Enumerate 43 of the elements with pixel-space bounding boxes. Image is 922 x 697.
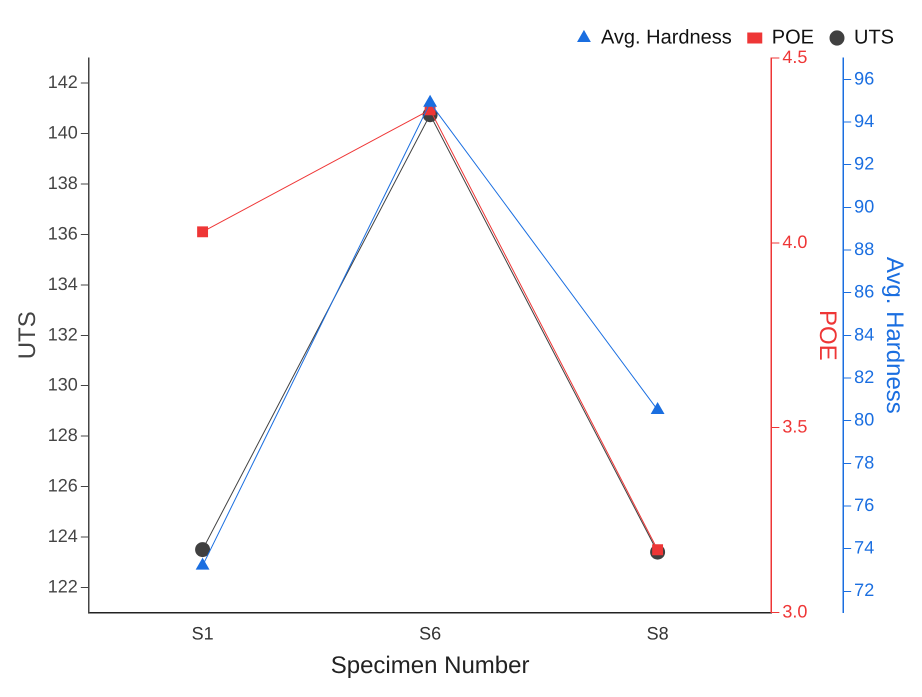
point xyxy=(197,226,208,238)
y2-tick-label: 3.5 xyxy=(782,416,808,437)
y-tick-label: 136 xyxy=(48,223,78,244)
x-tick-label: S8 xyxy=(646,623,669,644)
x-axis-title: Specimen Number xyxy=(330,652,530,680)
legend-label: Avg. Hardness xyxy=(600,26,732,49)
y3-tick-label: 80 xyxy=(854,410,874,430)
y-tick-label: 132 xyxy=(48,324,78,344)
y3-tick-label: 84 xyxy=(854,324,874,344)
y3-tick-label: 82 xyxy=(854,366,874,387)
y3-tick-label: 72 xyxy=(854,580,874,600)
x-tick-label: S1 xyxy=(192,623,214,644)
y-tick-label: 124 xyxy=(48,526,78,546)
y3-tick-label: 90 xyxy=(854,196,874,216)
y-tick-label: 126 xyxy=(48,476,78,496)
y3-tick-label: 86 xyxy=(854,282,874,302)
y3-tick-label: 96 xyxy=(854,68,874,88)
y-tick-label: 122 xyxy=(48,576,78,596)
y-tick-label: 130 xyxy=(48,374,78,395)
y-tick-label: 134 xyxy=(48,274,78,294)
y3-tick-label: 74 xyxy=(854,538,874,558)
point xyxy=(195,542,210,558)
point xyxy=(196,558,210,570)
y3-tick-label: 88 xyxy=(854,238,874,259)
y2-tick-label: 4.5 xyxy=(782,46,808,67)
y3-tick-label: 78 xyxy=(854,452,874,472)
y3-tick-label: 92 xyxy=(854,154,874,174)
point xyxy=(424,95,437,107)
y-tick-label: 138 xyxy=(48,173,78,194)
y2-tick-label: 3.0 xyxy=(782,602,808,622)
y2-axis-title: POE xyxy=(814,310,842,361)
legend-label: POE xyxy=(772,26,814,49)
y-tick-label: 142 xyxy=(48,72,78,92)
legend-label: UTS xyxy=(854,26,894,49)
y-tick-label: 128 xyxy=(48,425,78,446)
y-tick-label: 140 xyxy=(48,122,78,143)
point xyxy=(651,402,664,414)
y3-tick-label: 94 xyxy=(854,110,874,131)
y-axis-title: UTS xyxy=(14,311,42,360)
y2-tick-label: 4.0 xyxy=(782,232,808,252)
x-tick-label: S6 xyxy=(419,623,442,644)
y3-tick-label: 76 xyxy=(854,494,874,515)
y3-axis-title: Avg. Hardness xyxy=(880,256,908,414)
